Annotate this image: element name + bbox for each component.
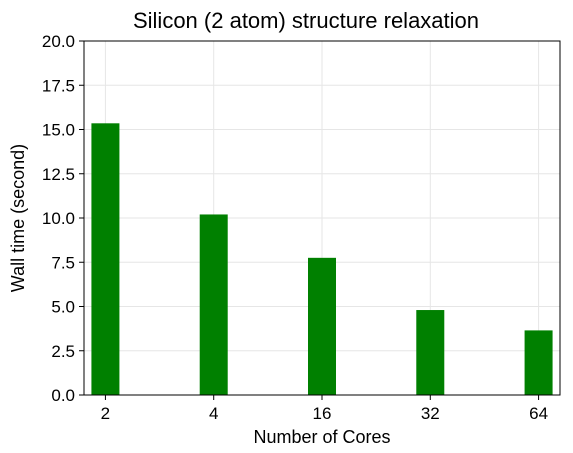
x-tick-label: 64 <box>529 404 548 423</box>
x-tick-label: 4 <box>209 404 218 423</box>
bar-32 <box>416 310 445 395</box>
y-tick-label: 7.5 <box>51 253 75 272</box>
bars <box>91 123 553 396</box>
x-axis-label: Number of Cores <box>253 427 390 447</box>
y-tick-label: 12.5 <box>42 165 75 184</box>
y-tick-label: 17.5 <box>42 76 75 95</box>
chart-title: Silicon (2 atom) structure relaxation <box>133 8 479 33</box>
x-tick-label: 32 <box>421 404 440 423</box>
x-tick-label: 16 <box>313 404 332 423</box>
x-tick-label: 2 <box>101 404 110 423</box>
y-axis-ticks: 0.0 2.5 5.0 7.5 10.0 12.5 15.0 17.5 20.0 <box>42 32 84 405</box>
y-axis-label: Wall time (second) <box>8 144 28 292</box>
y-tick-label: 2.5 <box>51 342 75 361</box>
y-tick-label: 5.0 <box>51 298 75 317</box>
bar-64 <box>524 330 553 395</box>
bar-4 <box>199 214 228 395</box>
bar-16 <box>308 257 336 395</box>
bar-2 <box>91 123 120 396</box>
y-tick-label: 10.0 <box>42 209 75 228</box>
y-tick-label: 20.0 <box>42 32 75 51</box>
x-axis-ticks: 2 4 16 32 64 <box>101 395 548 423</box>
y-tick-label: 15.0 <box>42 121 75 140</box>
y-tick-label: 0.0 <box>51 386 75 405</box>
